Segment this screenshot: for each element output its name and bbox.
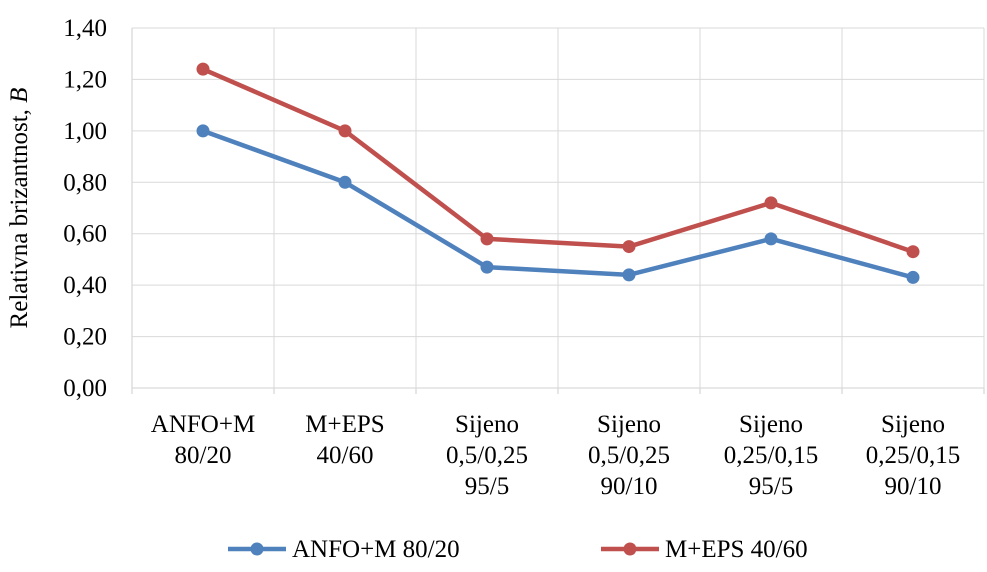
x-tick-label-line: Sijeno [455, 411, 519, 438]
y-tick-label: 0,40 [63, 272, 107, 299]
y-axis-label: Relativna brizantnost, B [6, 88, 33, 329]
series-2 [196, 62, 920, 259]
series [196, 62, 920, 284]
data-point [196, 62, 210, 76]
data-point [196, 124, 210, 138]
data-point [764, 196, 778, 210]
x-tick-label-line: 0,25/0,15 [724, 442, 818, 469]
x-tick-label-line: 95/5 [465, 473, 509, 500]
x-tick-label-line: Sijeno [739, 411, 803, 438]
legend-label: ANFO+M 80/20 [292, 536, 460, 563]
y-tick-label: 1,20 [63, 66, 107, 93]
series-1 [196, 124, 920, 284]
y-tick-label: 0,00 [63, 375, 107, 402]
data-point [622, 268, 636, 282]
data-point [338, 124, 352, 138]
series-line [200, 66, 916, 254]
x-tick-label-line: M+EPS [305, 411, 384, 438]
data-point [622, 240, 636, 254]
x-tick-label: ANFO+M 80/20 [151, 411, 255, 469]
x-tick-label-line: 0,5/0,25 [588, 442, 670, 469]
y-tick-label: 1,00 [63, 118, 107, 145]
series-line [200, 128, 916, 280]
legend-marker [623, 542, 637, 556]
x-tick-label-line: 90/10 [885, 473, 942, 500]
legend-marker [250, 542, 264, 556]
x-tick-label: Sijeno 0,5/0,25 90/10 [588, 411, 670, 500]
y-tick-label: 0,80 [63, 169, 107, 196]
x-tick-label-line: ANFO+M [151, 411, 255, 438]
y-axis-label-symbol: B [6, 88, 33, 103]
legend: ANFO+M 80/20 M+EPS 40/60 [228, 536, 808, 563]
axes [131, 28, 985, 394]
x-tick-label-line: Sijeno [597, 411, 661, 438]
x-tick-label-line: 0,5/0,25 [446, 442, 528, 469]
y-tick-label: 1,40 [63, 15, 107, 42]
data-point [338, 175, 352, 189]
x-tick-label: Sijeno 0,5/0,25 95/5 [446, 411, 528, 500]
grid-lines [132, 27, 985, 388]
data-point [906, 245, 920, 259]
y-axis-label-text: Relativna brizantnost, [6, 103, 33, 329]
y-tick-labels: 0,00 0,20 0,40 0,60 0,80 1,00 1,20 1,40 [63, 15, 107, 402]
y-tick-label: 0,60 [63, 221, 107, 248]
x-tick-label-line: 90/10 [601, 473, 658, 500]
data-point [480, 232, 494, 246]
x-tick-label-line: Sijeno [881, 411, 945, 438]
x-tick-label-line: 80/20 [175, 442, 232, 469]
x-tick-label: Sijeno 0,25/0,15 90/10 [866, 411, 960, 500]
x-tick-label: Sijeno 0,25/0,15 95/5 [724, 411, 818, 500]
legend-item: M+EPS 40/60 [601, 536, 808, 563]
x-tick-label-line: 95/5 [749, 473, 793, 500]
legend-item: ANFO+M 80/20 [228, 536, 460, 563]
data-point [764, 232, 778, 246]
y-tick-label: 0,20 [63, 324, 107, 351]
x-tick-label: M+EPS 40/60 [305, 411, 384, 469]
x-tick-label-line: 0,25/0,15 [866, 442, 960, 469]
legend-label: M+EPS 40/60 [665, 536, 808, 563]
x-tick-label-line: 40/60 [317, 442, 374, 469]
data-point [480, 260, 494, 274]
data-point [906, 270, 920, 284]
